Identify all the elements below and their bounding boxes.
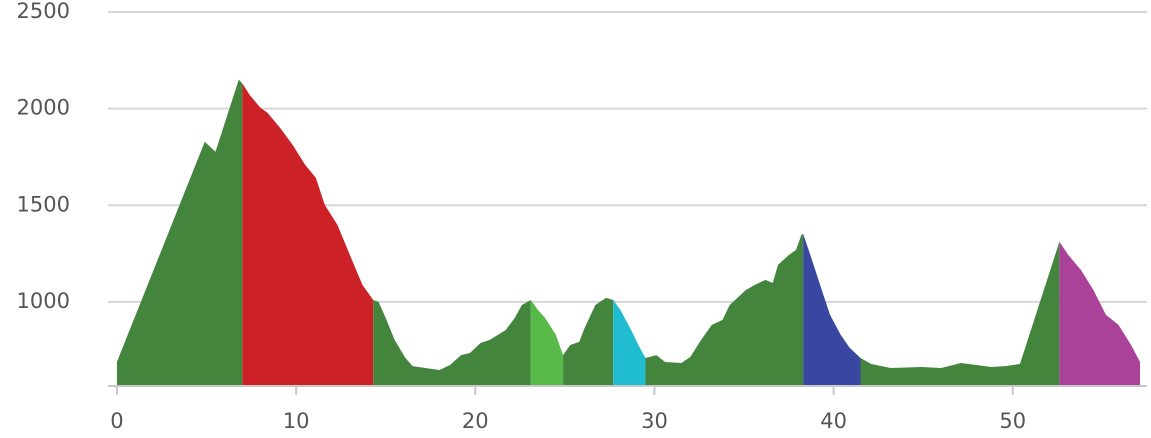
y-tick-label: 1500	[17, 192, 70, 216]
x-tick-label: 20	[462, 409, 489, 433]
elevation-area	[613, 299, 646, 386]
elevation-area	[860, 241, 1060, 386]
elevation-area	[1059, 241, 1140, 386]
y-tick-label: 2500	[17, 0, 70, 23]
y-tick-label: 1000	[17, 289, 70, 313]
x-tick-label: 0	[110, 409, 123, 433]
y-tick-label: 2000	[17, 96, 70, 120]
elevation-area	[645, 233, 804, 386]
elevation-area	[530, 299, 564, 386]
elevation-area	[803, 233, 861, 386]
x-tick-label: 10	[283, 409, 310, 433]
elevation-area	[242, 83, 374, 386]
x-tick-label: 50	[999, 409, 1026, 433]
elevation-area	[563, 297, 614, 386]
x-tick-label: 30	[641, 409, 668, 433]
x-tick-label: 40	[820, 409, 847, 433]
elevation-area	[116, 79, 243, 386]
elevation-area	[373, 299, 531, 386]
